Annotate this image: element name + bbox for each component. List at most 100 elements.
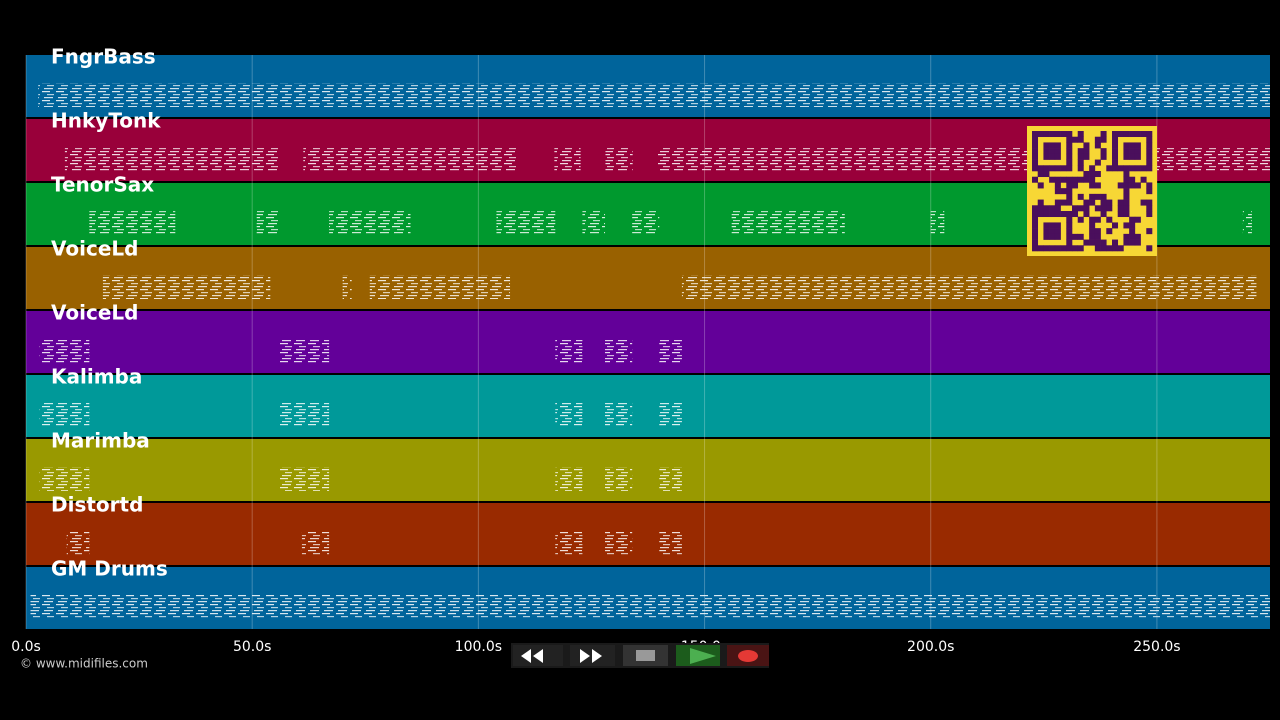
qr-module <box>1123 153 1130 160</box>
qr-module <box>1134 239 1141 246</box>
qr-module <box>1129 153 1136 160</box>
qr-module <box>1032 153 1039 160</box>
qr-module <box>1089 233 1096 240</box>
qr-module <box>1129 239 1136 246</box>
qr-module <box>1146 205 1153 212</box>
qr-module <box>1129 228 1136 235</box>
note-cluster <box>301 531 330 555</box>
qr-module <box>1066 188 1073 195</box>
qr-module <box>1054 153 1061 160</box>
note-cluster <box>279 339 330 363</box>
qr-module <box>1054 222 1061 229</box>
record-button[interactable] <box>727 645 769 666</box>
qr-module <box>1072 182 1079 189</box>
qr-module <box>1032 245 1039 252</box>
qr-module <box>1146 165 1153 172</box>
qr-module <box>1066 136 1073 143</box>
qr-module <box>1106 228 1113 235</box>
qr-module <box>1032 211 1039 218</box>
qr-module <box>1066 199 1073 206</box>
qr-module <box>1077 193 1084 200</box>
qr-module <box>1032 136 1039 143</box>
qr-module <box>1123 142 1130 149</box>
qr-module <box>1072 136 1079 143</box>
qr-module <box>1123 171 1130 178</box>
qr-module <box>1049 148 1056 155</box>
qr-module <box>1117 245 1124 252</box>
transport-controls <box>511 643 769 668</box>
qr-module <box>1043 245 1050 252</box>
qr-module <box>1129 182 1136 189</box>
note-cluster <box>930 211 945 235</box>
fast-forward-button[interactable] <box>570 645 615 666</box>
qr-module <box>1049 165 1056 172</box>
qr-module <box>1054 188 1061 195</box>
qr-module <box>1100 199 1107 206</box>
track-labels: FngrBass HnkyTonk TenorSax VoiceLd VoiceLd Ka… <box>51 45 168 581</box>
note-cluster <box>605 339 633 363</box>
qr-module <box>1123 176 1130 183</box>
qr-module <box>1032 165 1039 172</box>
qr-module <box>1060 131 1067 138</box>
rewind-button[interactable] <box>513 645 563 666</box>
qr-module <box>1066 142 1073 149</box>
qr-module <box>1049 245 1056 252</box>
note-cluster <box>369 275 511 299</box>
note-cluster <box>555 339 583 363</box>
qr-module <box>1066 182 1073 189</box>
qr-module <box>1094 245 1101 252</box>
qr-module <box>1066 159 1073 166</box>
qr-module <box>1054 131 1061 138</box>
note-cluster <box>1242 211 1252 235</box>
qr-module <box>1077 176 1084 183</box>
qr-module <box>1049 205 1056 212</box>
qr-module <box>1123 205 1130 212</box>
qr-module <box>1054 205 1061 212</box>
track-row <box>26 375 1270 437</box>
qr-module <box>1032 205 1039 212</box>
note-cluster <box>605 147 633 171</box>
qr-module <box>1054 142 1061 149</box>
qr-module <box>1134 153 1141 160</box>
qr-module <box>1123 193 1130 200</box>
note-cluster <box>555 531 583 555</box>
qr-module <box>1094 233 1101 240</box>
qr-module <box>1140 165 1147 172</box>
qr-module <box>1066 131 1073 138</box>
qr-module <box>1146 148 1153 155</box>
qr-module <box>1094 136 1101 143</box>
qr-module <box>1043 131 1050 138</box>
qr-module <box>1032 148 1039 155</box>
qr-module <box>1134 148 1141 155</box>
play-button[interactable] <box>676 645 720 666</box>
qr-module <box>1089 222 1096 229</box>
track-row <box>26 311 1270 373</box>
qr-module <box>1123 182 1130 189</box>
qr-module <box>1089 182 1096 189</box>
qr-module <box>1032 216 1039 223</box>
qr-module <box>1094 239 1101 246</box>
qr-module <box>1066 233 1073 240</box>
qr-module <box>1054 148 1061 155</box>
qr-module <box>1066 239 1073 246</box>
qr-module <box>1060 176 1067 183</box>
qr-module <box>1123 211 1130 218</box>
qr-module <box>1043 148 1050 155</box>
qr-module <box>1100 245 1107 252</box>
qr-module <box>1049 211 1056 218</box>
note-cluster <box>64 147 279 171</box>
qr-module <box>1112 222 1119 229</box>
track-row <box>26 503 1270 565</box>
note-cluster <box>279 403 330 427</box>
note-cluster <box>279 467 330 491</box>
qr-module <box>1100 211 1107 218</box>
stop-button[interactable] <box>623 645 668 666</box>
qr-module <box>1112 136 1119 143</box>
note-cluster <box>582 211 606 235</box>
track-row <box>26 439 1270 501</box>
qr-module <box>1043 211 1050 218</box>
qr-module <box>1106 205 1113 212</box>
note-cluster <box>303 147 517 171</box>
qr-module <box>1077 153 1084 160</box>
